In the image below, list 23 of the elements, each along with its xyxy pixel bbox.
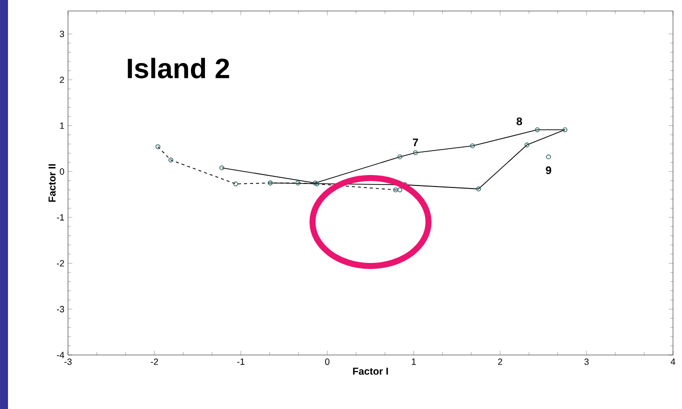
y-tick-label: 0 (60, 168, 64, 175)
annotation: 8 (516, 117, 522, 126)
y-axis-title: Factor II (48, 164, 56, 202)
x-tick-label: -2 (150, 358, 158, 365)
x-tick-label: 2 (498, 358, 502, 365)
y-tick-label: 2 (60, 76, 64, 83)
x-tick-label: 0 (325, 358, 330, 365)
y-tick-label: 3 (60, 30, 64, 38)
text: Island 2 (128, 58, 230, 78)
point (546, 154, 551, 160)
x-tick-label: 4 (670, 358, 676, 365)
y-tick-label: -1 (56, 214, 64, 220)
y-tick-label: -3 (56, 306, 64, 312)
x-tick-label: -1 (237, 358, 244, 365)
x-tick-label: 1 (412, 358, 416, 365)
y-tick-label: 1 (60, 122, 64, 129)
x-tick-label: 3 (584, 358, 589, 365)
annotation: 9 (546, 166, 552, 174)
y-tick-label: -4 (56, 352, 64, 358)
annotation: 7 (412, 138, 418, 146)
x-axis-title: Factor I (353, 368, 388, 375)
y-tick-label: -2 (56, 260, 64, 266)
x-tick-label: -3 (64, 358, 72, 365)
